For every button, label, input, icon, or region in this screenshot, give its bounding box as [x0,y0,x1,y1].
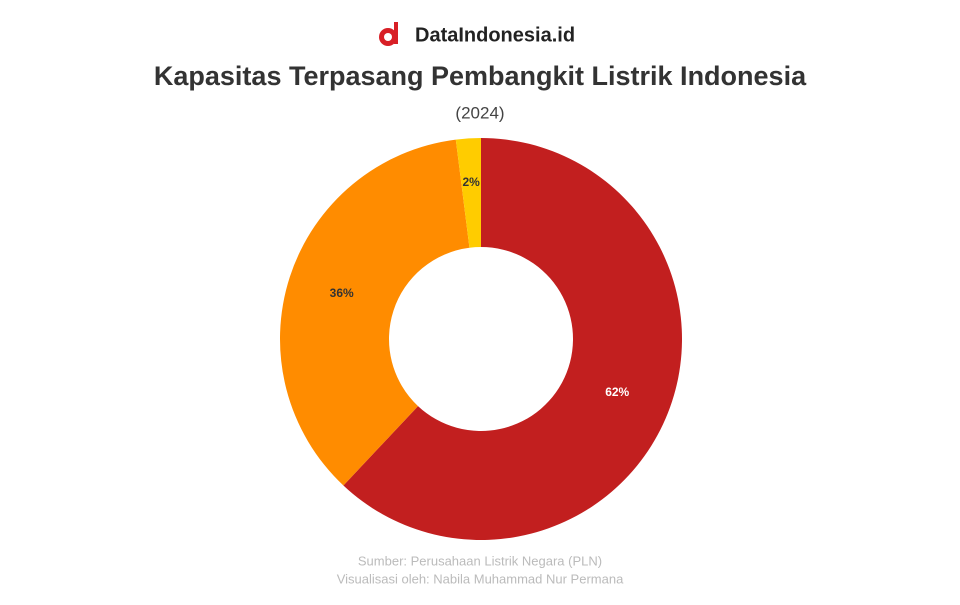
donut: 62% 36% 2% [280,138,682,541]
data-label: 36% [330,286,354,300]
data-label: 62% [605,385,629,399]
credit: Visualisasi oleh: Nabila Muhammad Nur Pe… [337,571,624,586]
logo-icon-stem [394,22,398,44]
donut-slice [455,138,481,248]
donut-slice [343,138,682,541]
data-label: 2% [463,175,481,189]
logo-icon-hole [384,33,392,41]
donut-slice [280,139,470,486]
logo [379,22,398,46]
brand: DataIndonesia.id [415,24,575,46]
chart-title: Kapasitas Terpasang Pembangkit Listrik I… [154,61,807,91]
source: Sumber: Perusahaan Listrik Negara (PLN) [358,553,602,568]
chart-subtitle: (2024) [455,103,504,122]
